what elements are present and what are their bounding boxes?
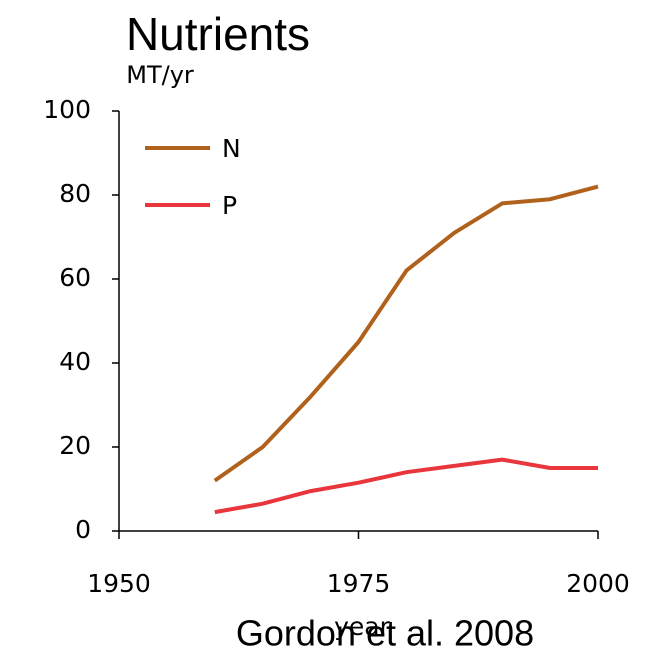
series-line xyxy=(215,187,598,481)
x-tick-label: 2000 xyxy=(566,569,630,598)
y-tick-label: 80 xyxy=(59,179,91,208)
y-axis-label: MT/yr xyxy=(126,61,194,89)
legend-label: N xyxy=(222,134,241,163)
x-tick-label: 1975 xyxy=(327,569,391,598)
y-tick-label: 0 xyxy=(75,515,91,544)
y-tick-label: 20 xyxy=(59,431,91,460)
chart-title: Nutrients xyxy=(126,8,310,60)
y-tick-label: 100 xyxy=(43,95,91,124)
x-tick-label: 1950 xyxy=(87,569,151,598)
y-tick-label: 60 xyxy=(59,263,91,292)
series-line xyxy=(215,460,598,512)
legend-label: P xyxy=(222,191,237,220)
source: Gordon et al. 2008 xyxy=(236,613,534,654)
y-tick-label: 40 xyxy=(59,347,91,376)
chart: Nutrients MT/yr year Gordon et al. 2008 … xyxy=(0,0,646,660)
